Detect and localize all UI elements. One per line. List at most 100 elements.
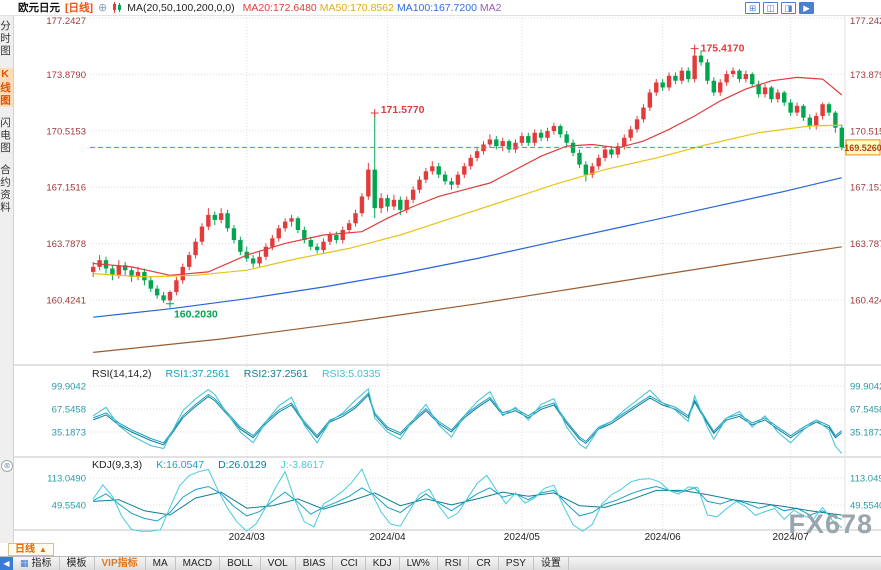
tab-label: 设置	[540, 558, 561, 569]
tab-label: MA	[152, 558, 168, 569]
tab-settings[interactable]: 设置	[534, 557, 569, 570]
period-dropdown-button[interactable]: 日线 ▲	[8, 543, 54, 556]
chart-area: 169.5260 175.4170 171.5770 160.2030 177.2427…	[14, 16, 881, 554]
tab-vol[interactable]: VOL	[261, 557, 296, 570]
kdj-d-line	[93, 489, 842, 516]
tab-label: MACD	[182, 558, 213, 569]
period-tag[interactable]: [日线]	[65, 2, 93, 14]
tab-bias[interactable]: BIAS	[296, 557, 334, 570]
current-price-tag	[845, 139, 881, 156]
candles-layer	[90, 48, 845, 304]
add-overlay-icon[interactable]: ⊕	[98, 2, 108, 14]
sidebar-item-time-chart[interactable]: 分时图	[0, 20, 11, 58]
kdj-j-line	[92, 468, 843, 532]
tab-boll[interactable]: BOLL	[220, 557, 261, 570]
svg-text:2024/05: 2024/05	[504, 532, 541, 543]
rsi3-value: RSI3:5.0335	[321, 368, 381, 380]
layout-grid-icon[interactable]: ⊞	[745, 2, 760, 14]
svg-text:2024/03: 2024/03	[229, 532, 266, 543]
svg-text:160.2030: 160.2030	[174, 309, 218, 321]
svg-text:99.9042: 99.9042	[52, 382, 86, 393]
price-annotation: 171.5770	[370, 104, 425, 117]
tab-ma[interactable]: MA	[146, 557, 176, 570]
kdj-k-line	[92, 485, 842, 522]
tab-label: 指标	[31, 558, 52, 569]
chevron-up-icon: ▲	[39, 545, 47, 554]
tab-label: CR	[476, 558, 491, 569]
tab-label: BIAS	[302, 558, 326, 569]
svg-text:2024/06: 2024/06	[645, 532, 682, 543]
pane-collapse-icon[interactable]: ⊗	[1, 460, 13, 472]
svg-text:163.7878: 163.7878	[46, 239, 86, 250]
tab-label: KDJ	[372, 558, 392, 569]
tab-cci[interactable]: CCI	[333, 557, 366, 570]
svg-text:170.5153: 170.5153	[46, 126, 86, 137]
ma-line-MA20	[93, 76, 843, 276]
sidebar-item-kline-chart[interactable]: K线图	[0, 67, 13, 107]
svg-text:49.5540: 49.5540	[52, 501, 86, 512]
layout-split-right-icon[interactable]: ◨	[781, 2, 796, 14]
left-sidebar: 分时图 K线图闪电图合约资料	[0, 16, 14, 543]
kdj-j-value: J:-3.8617	[280, 459, 325, 471]
ma-values: MA20:172.6480 MA50:170.8562 MA100:167.7200…	[240, 2, 502, 14]
ma-value: MA20:172.6480	[242, 1, 317, 14]
rsi-line-RSI2	[93, 394, 843, 446]
ma-line-MA100	[93, 177, 842, 318]
tab-indicator[interactable]: ▦ 指标	[13, 557, 60, 570]
tab-label: PSY	[505, 558, 526, 569]
kdj-params: KDJ(9,3,3)	[92, 459, 143, 471]
tab-label: LW%	[406, 558, 430, 569]
svg-text:163.7878: 163.7878	[850, 239, 881, 250]
ma-line-MA50	[93, 124, 842, 278]
tab-rsi[interactable]: RSI	[438, 557, 470, 570]
tab-label: BOLL	[227, 558, 253, 569]
indicator-grid-icon: ▦	[20, 558, 29, 568]
tab-label: VOL	[267, 558, 288, 569]
rsi-line-RSI1	[93, 392, 843, 444]
ma-line-MA200	[93, 246, 842, 353]
chart-header-bar: 欧元日元 [日线] ⊕ MA(20,50,100,200,0,0) MA20:1…	[0, 0, 881, 16]
tab-label: RSI	[444, 558, 462, 569]
tab-macd[interactable]: MACD	[176, 557, 221, 570]
tab-psy[interactable]: PSY	[499, 557, 534, 570]
svg-text:49.5540: 49.5540	[850, 501, 881, 512]
svg-text:175.4170: 175.4170	[701, 43, 745, 55]
ma-value: MA50:170.8562	[319, 1, 394, 14]
svg-text:2024/07: 2024/07	[773, 532, 810, 543]
svg-text:2024/04: 2024/04	[369, 532, 406, 543]
panel-expand-icon[interactable]: ▶	[799, 2, 814, 14]
tab-kdj[interactable]: KDJ	[366, 557, 400, 570]
svg-text:113.0490: 113.0490	[850, 474, 881, 485]
svg-text:160.4241: 160.4241	[46, 296, 86, 307]
price-chart[interactable]: 169.5260 175.4170 171.5770 160.2030 177.2427…	[14, 16, 881, 554]
tab-lwr[interactable]: LW%	[400, 557, 438, 570]
svg-text:113.0490: 113.0490	[47, 474, 86, 485]
tab-cr[interactable]: CR	[469, 557, 499, 570]
ma-settings-label[interactable]: MA(20,50,100,200,0,0)	[127, 1, 235, 14]
svg-text:170.5153: 170.5153	[850, 126, 881, 137]
topbar-icons: ⊞ ◫ ◨ ▶	[745, 2, 814, 14]
kdj-d-value: D:26.0129	[218, 459, 267, 471]
tab-vip-indicator[interactable]: VIP指标	[95, 557, 146, 570]
rsi-params: RSI(14,14,2)	[92, 368, 152, 380]
svg-text:99.9042: 99.9042	[850, 382, 881, 393]
svg-text:35.1873: 35.1873	[52, 428, 86, 439]
sidebar-item-contract-info[interactable]: 合约资料	[0, 164, 11, 214]
svg-text:67.5458: 67.5458	[850, 405, 881, 416]
candlestick-icon	[112, 2, 122, 13]
ma-value: MA100:167.7200	[396, 1, 477, 14]
tab-scroll-left-icon[interactable]: ◀	[0, 557, 13, 570]
svg-text:177.2427: 177.2427	[850, 16, 881, 27]
tab-template[interactable]: 模板	[60, 557, 95, 570]
svg-text:167.1516: 167.1516	[46, 183, 86, 194]
kdj-k-value: K:16.0547	[156, 459, 205, 471]
price-annotation: 175.4170	[690, 43, 745, 55]
period-dropdown-label: 日线	[15, 544, 35, 555]
layout-split-left-icon[interactable]: ◫	[763, 2, 778, 14]
tab-label: VIP指标	[101, 558, 138, 569]
tab-label: 模板	[66, 558, 87, 569]
tab-label: CCI	[340, 558, 358, 569]
rsi-legend: RSI(14,14,2) RSI1:37.2561 RSI2:37.2561 R…	[92, 368, 380, 380]
sidebar-item-flash-chart[interactable]: 闪电图	[0, 116, 11, 155]
